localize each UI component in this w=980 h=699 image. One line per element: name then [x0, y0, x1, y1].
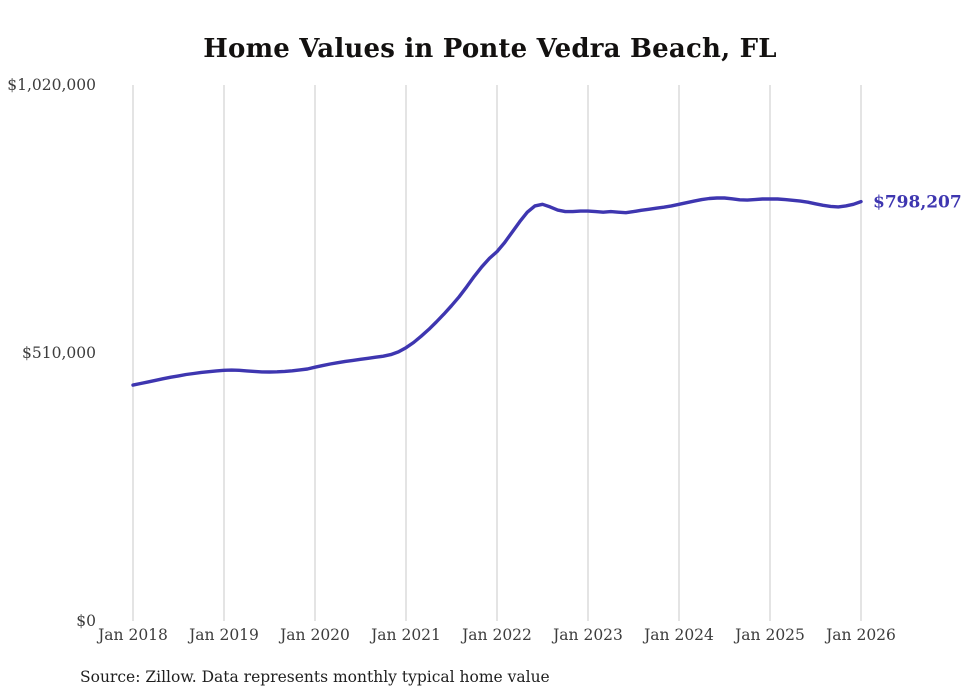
x-axis-tick-label: Jan 2025 [733, 626, 805, 644]
latest-value-label: $798,207 [873, 193, 962, 213]
x-axis-tick-label: Jan 2019 [187, 626, 259, 644]
x-axis-tick-label: Jan 2023 [551, 626, 623, 644]
x-axis-tick-label: Jan 2018 [96, 626, 168, 644]
x-axis-tick-label: Jan 2020 [278, 626, 350, 644]
y-axis-tick-label: $1,020,000 [7, 76, 96, 94]
y-axis-tick-label: $0 [76, 612, 96, 630]
chart-title: Home Values in Ponte Vedra Beach, FL [203, 34, 777, 64]
x-axis-tick-label: Jan 2022 [460, 626, 532, 644]
source-note: Source: Zillow. Data represents monthly … [80, 668, 550, 686]
x-axis-tick-label: Jan 2026 [824, 626, 896, 644]
x-axis-tick-label: Jan 2024 [642, 626, 714, 644]
x-axis-tick-label: Jan 2021 [369, 626, 441, 644]
y-axis-tick-label: $510,000 [22, 344, 96, 362]
home-value-series-line [131, 196, 863, 387]
